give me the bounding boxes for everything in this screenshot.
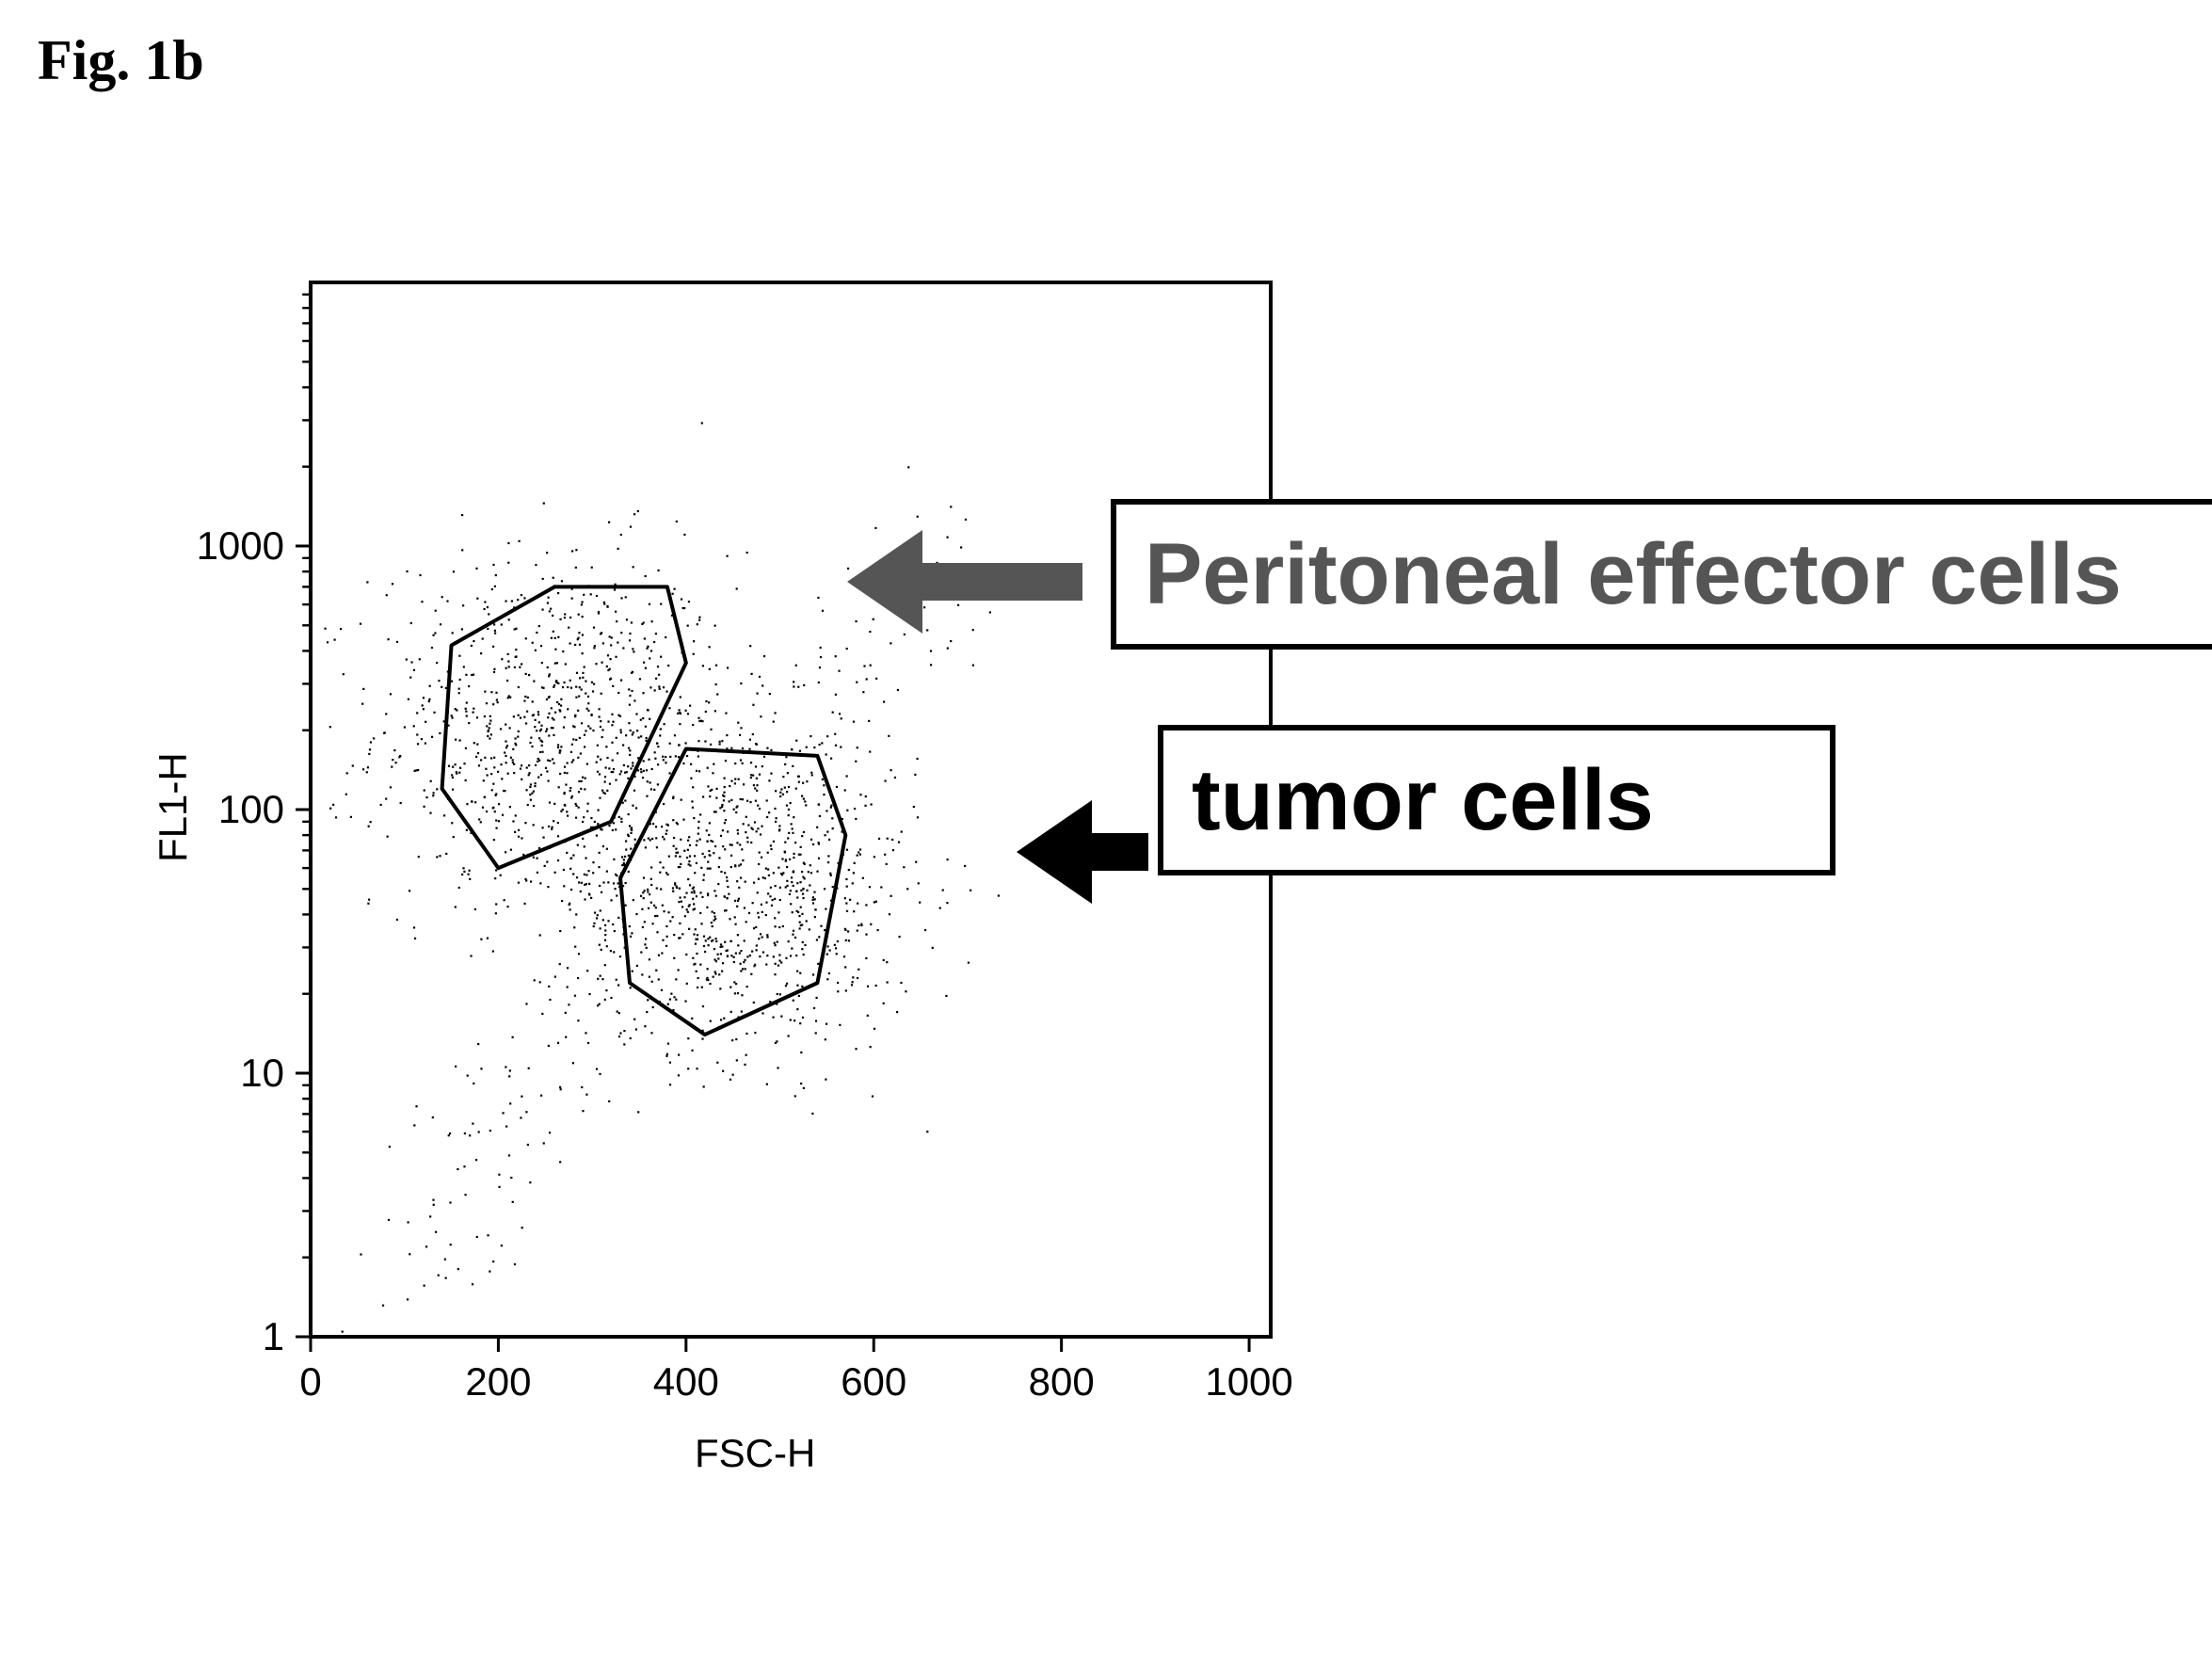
- scatter-plot: [311, 282, 1271, 1337]
- y-tick-label: 10: [240, 1051, 284, 1096]
- x-tick-label: 200: [465, 1359, 531, 1405]
- y-tick-label: 100: [218, 787, 284, 832]
- callout-label: tumor cells: [1163, 751, 1654, 850]
- callout-label: Peritoneal effector cells: [1116, 525, 2122, 624]
- x-tick-label: 1000: [1205, 1359, 1292, 1405]
- x-axis-label: FSC-H: [695, 1431, 815, 1476]
- x-tick-label: 800: [1029, 1359, 1095, 1405]
- page: Fig. 1b FL1-H FSC-H 0 200 400 600 800 1000 1 10…: [0, 0, 2212, 1670]
- x-tick-label: 0: [299, 1359, 321, 1405]
- callout-peritoneal-effector-cells: Peritoneal effector cells: [1111, 499, 2212, 650]
- callout-tumor-cells: tumor cells: [1158, 725, 1835, 875]
- y-tick-label: 1000: [197, 523, 284, 569]
- y-axis-label: FL1-H: [151, 752, 196, 862]
- figure-title: Fig. 1b: [38, 28, 204, 93]
- x-tick-label: 600: [841, 1359, 906, 1405]
- x-tick-label: 400: [653, 1359, 719, 1405]
- y-tick-label: 1: [263, 1314, 284, 1359]
